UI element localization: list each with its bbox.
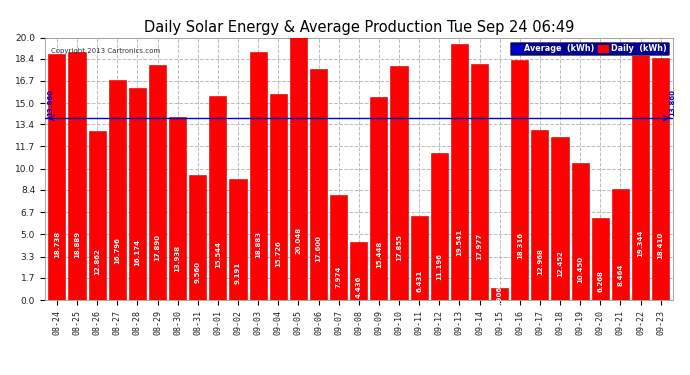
Text: 12.452: 12.452 <box>557 250 563 277</box>
Bar <box>209 96 226 300</box>
Text: 18.316: 18.316 <box>517 232 523 260</box>
Text: 16.796: 16.796 <box>115 237 120 264</box>
Text: 12.862: 12.862 <box>94 249 100 275</box>
Bar <box>109 80 126 300</box>
Bar <box>571 163 589 300</box>
Text: 9.191: 9.191 <box>235 262 241 284</box>
Text: 7.974: 7.974 <box>335 265 342 288</box>
Bar <box>169 117 186 300</box>
Text: 15.544: 15.544 <box>215 240 221 268</box>
Bar <box>310 69 327 300</box>
Text: 8.464: 8.464 <box>618 264 624 286</box>
Bar <box>632 46 649 300</box>
Text: 17.855: 17.855 <box>396 234 402 261</box>
Text: 12.968: 12.968 <box>537 248 543 275</box>
Text: 18.410: 18.410 <box>658 232 664 259</box>
Bar <box>652 58 669 300</box>
Legend: Average  (kWh), Daily  (kWh): Average (kWh), Daily (kWh) <box>510 42 669 56</box>
Bar <box>68 52 86 300</box>
Text: 20.048: 20.048 <box>295 227 302 254</box>
Text: 4.436: 4.436 <box>356 276 362 298</box>
Bar <box>88 131 106 300</box>
Bar <box>511 60 529 300</box>
Bar <box>471 64 488 300</box>
Text: 10.450: 10.450 <box>577 256 583 283</box>
Bar <box>351 242 367 300</box>
Text: 19.344: 19.344 <box>638 229 644 256</box>
Text: 17.600: 17.600 <box>315 234 322 261</box>
Bar <box>230 179 246 300</box>
Text: 9.560: 9.560 <box>195 261 201 283</box>
Text: 17.977: 17.977 <box>477 233 482 261</box>
Bar <box>612 189 629 300</box>
Bar <box>250 52 267 300</box>
Bar <box>149 65 166 300</box>
Bar <box>451 44 468 300</box>
Text: Copyright 2013 Cartronics.com: Copyright 2013 Cartronics.com <box>51 48 160 54</box>
Bar <box>129 88 146 300</box>
Title: Daily Solar Energy & Average Production Tue Sep 24 06:49: Daily Solar Energy & Average Production … <box>144 20 574 35</box>
Bar <box>189 174 206 300</box>
Text: 13.860: 13.860 <box>47 89 53 116</box>
Text: 0.906: 0.906 <box>497 286 503 308</box>
Bar <box>270 94 287 300</box>
Bar <box>371 97 388 300</box>
Text: 17.890: 17.890 <box>155 234 161 261</box>
Text: 16.174: 16.174 <box>135 238 141 266</box>
Text: 18.889: 18.889 <box>74 231 80 258</box>
Text: 15.448: 15.448 <box>376 241 382 268</box>
Bar <box>551 136 569 300</box>
Bar <box>391 66 408 300</box>
Text: 18.738: 18.738 <box>54 231 60 258</box>
Text: 19.541: 19.541 <box>456 229 462 256</box>
Text: 6.431: 6.431 <box>416 270 422 292</box>
Bar <box>531 130 549 300</box>
Text: 11.196: 11.196 <box>436 254 442 280</box>
Bar <box>491 288 509 300</box>
Text: 6.268: 6.268 <box>598 270 603 292</box>
Text: 18.883: 18.883 <box>255 231 262 258</box>
Text: 13.938: 13.938 <box>175 245 181 272</box>
Text: 13.860: 13.860 <box>669 89 675 116</box>
Bar <box>330 195 347 300</box>
Bar <box>431 153 448 300</box>
Text: 15.726: 15.726 <box>275 240 282 267</box>
Bar <box>411 216 428 300</box>
Bar <box>592 218 609 300</box>
Bar <box>48 54 66 300</box>
Bar <box>290 37 307 300</box>
